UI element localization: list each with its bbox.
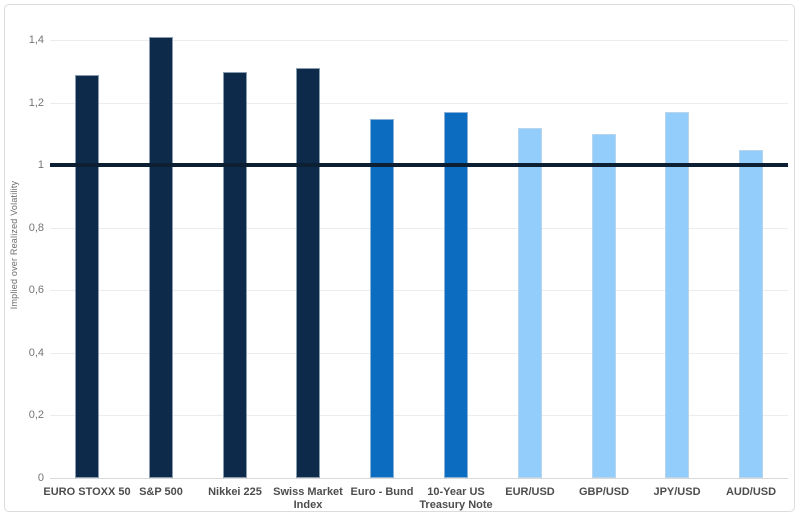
x-tick-label: Swiss Market Index <box>262 486 354 512</box>
x-tick-label: JPY/USD <box>631 486 723 499</box>
x-tick-label: Nikkei 225 <box>189 486 281 499</box>
x-tick-label-line: 10-Year US <box>427 486 485 498</box>
x-tick-label-line: Euro - Bund <box>350 486 414 498</box>
reference-line <box>50 163 788 167</box>
y-tick-label: 0,4 <box>28 347 44 359</box>
x-tick-label: EURO STOXX 50 <box>41 486 133 499</box>
x-tick-label-line: EUR/USD <box>505 486 555 498</box>
x-tick-label-line: EURO STOXX 50 <box>43 486 131 498</box>
y-tick-label: 1 <box>37 159 44 171</box>
bar <box>592 134 616 478</box>
x-tick-label: Euro - Bund <box>336 486 428 499</box>
gridline <box>50 40 788 41</box>
x-tick-label-line: Treasury Note <box>419 499 493 511</box>
y-tick-label: 0,8 <box>28 222 44 234</box>
bar <box>665 112 689 478</box>
y-tick-label: 1,2 <box>28 97 44 109</box>
bar <box>149 37 173 478</box>
x-tick-label-line: Nikkei 225 <box>208 486 262 498</box>
x-tick-label-line: JPY/USD <box>653 486 701 498</box>
x-tick-label-line: Index <box>293 499 323 511</box>
chart-frame <box>4 4 795 512</box>
gridline <box>50 353 788 354</box>
y-axis-title: Implied over Realized Volatility <box>9 180 19 310</box>
x-tick-label: S&P 500 <box>115 486 207 499</box>
x-tick-label-line: Swiss Market <box>273 486 343 498</box>
y-tick-label: 0 <box>37 472 44 484</box>
gridline <box>50 228 788 229</box>
bar <box>444 112 468 478</box>
x-axis-line <box>50 478 788 479</box>
gridline <box>50 103 788 104</box>
bar <box>518 128 542 478</box>
y-tick-label: 0,6 <box>28 284 44 296</box>
bar <box>75 75 99 478</box>
y-tick-label: 0,2 <box>28 409 44 421</box>
bar <box>370 119 394 478</box>
x-tick-label: 10-Year US Treasury Note <box>410 486 502 512</box>
x-tick-label: EUR/USD <box>484 486 576 499</box>
x-tick-label-line: S&P 500 <box>139 486 183 498</box>
x-tick-label-line: AUD/USD <box>725 486 777 498</box>
gridline <box>50 415 788 416</box>
x-tick-label-line: GBP/USD <box>578 486 630 498</box>
gridline <box>50 290 788 291</box>
bar <box>296 68 320 478</box>
x-tick-label: AUD/USD <box>705 486 797 499</box>
bar <box>739 150 763 478</box>
y-tick-label: 1,4 <box>28 34 44 46</box>
bar <box>223 72 247 478</box>
x-tick-label: GBP/USD <box>558 486 650 499</box>
